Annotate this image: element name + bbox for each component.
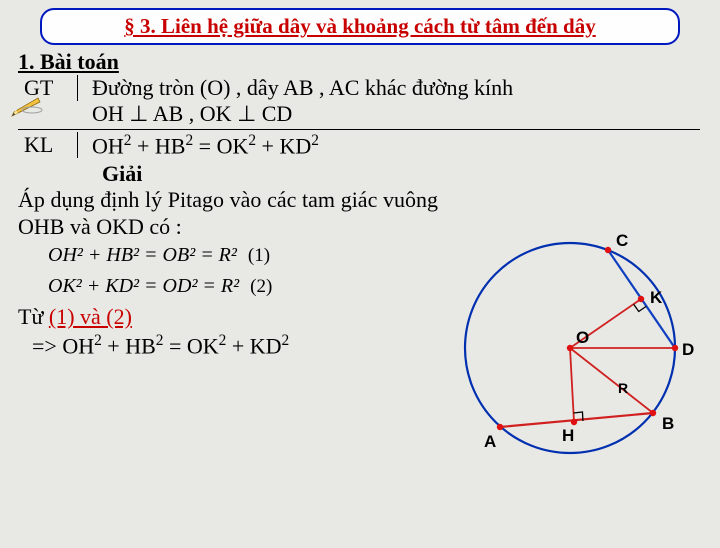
section-header: 1. Bài toán [18,49,700,75]
geometry-diagram: A B C D O H K R [440,213,700,473]
title-text: § 3. Liên hệ giữa dây và khoảng cách từ … [124,14,596,38]
title-box: § 3. Liên hệ giữa dây và khoảng cách từ … [40,8,680,45]
kl-p3: 2 [185,132,193,149]
svg-text:O: O [576,328,589,347]
kl-p0: OH [92,133,124,158]
eq2-formula: OK² + KD² = OD² = R² [48,275,239,297]
c2: + HB [102,333,156,358]
proof-text: Áp dụng định lý Pitago vào các tam giác … [18,187,438,240]
svg-text:B: B [662,414,674,433]
from-ref: (1) và (2) [49,304,132,329]
kl-p6: + KD [256,133,311,158]
gt-line1: Đường tròn (O) , dây AB , AC khác đường … [92,75,513,101]
c7: 2 [282,332,290,349]
svg-text:H: H [562,426,574,445]
kl-row: KL OH2 + HB2 = OK2 + KD2 [18,132,700,159]
kl-p5: 2 [248,132,256,149]
gt-row: GT Đường tròn (O) , dây AB , AC khác đườ… [18,75,700,127]
eq2-label: (2) [250,276,272,297]
svg-text:R: R [618,380,628,396]
giai-label: Giải [102,161,700,187]
gt-line2: OH ⊥ AB , OK ⊥ CD [92,101,513,127]
kl-p4: = OK [193,133,248,158]
c1: 2 [94,332,102,349]
c4: = OK [163,333,218,358]
kl-label: KL [18,132,78,158]
svg-text:K: K [650,288,663,307]
c6: + KD [226,333,281,358]
eq1-label: (1) [248,245,270,266]
eq1-formula: OH² + HB² = OB² = R² [48,244,237,266]
c0: => OH [32,333,94,358]
svg-text:C: C [616,231,628,250]
kl-p2: + HB [131,133,185,158]
gt-body: Đường tròn (O) , dây AB , AC khác đường … [78,75,513,127]
svg-text:A: A [484,432,496,451]
gt-kl-divider [18,129,700,130]
from-prefix: Từ [18,304,49,329]
pencil-icon [10,96,44,118]
svg-text:D: D [682,340,694,359]
kl-p7: 2 [311,132,319,149]
kl-body: OH2 + HB2 = OK2 + KD2 [78,132,319,159]
